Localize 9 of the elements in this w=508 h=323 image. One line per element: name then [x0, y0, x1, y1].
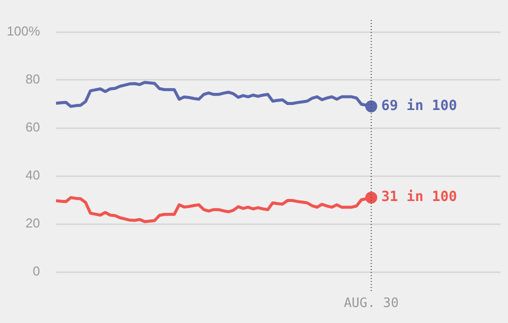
y-tick-label: 80 [26, 72, 40, 87]
y-tick-label: 20 [26, 216, 40, 231]
y-tick-label: 0 [32, 264, 40, 279]
annotation: 69 in 100 [381, 98, 458, 114]
y-tick-label: 100% [6, 24, 40, 39]
annotation: 31 in 100 [381, 189, 458, 206]
y-tick-label: 60 [26, 120, 40, 135]
x-tick-label: AUG. 30 [344, 296, 399, 312]
y-tick-label: 40 [26, 168, 40, 183]
